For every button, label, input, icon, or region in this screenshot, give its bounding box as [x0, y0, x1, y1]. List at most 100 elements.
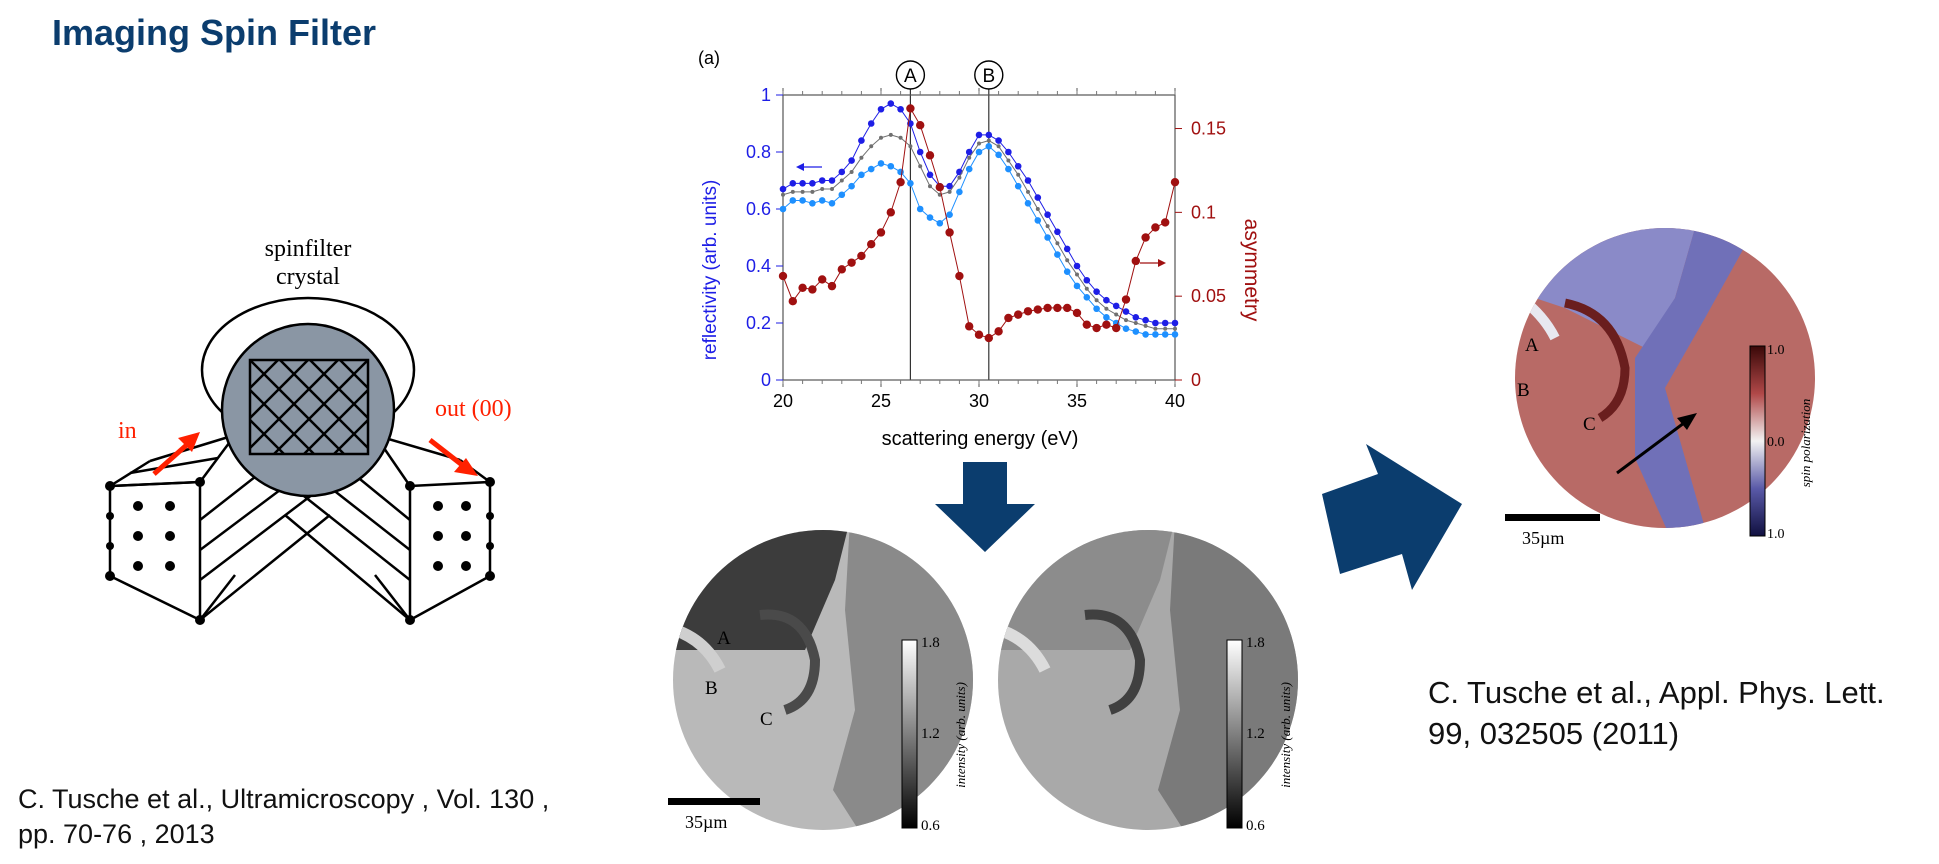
indicator-head: [796, 163, 804, 171]
series-point-3: [1053, 303, 1062, 313]
panel-label: (a): [698, 48, 720, 68]
series-point-2: [1063, 268, 1071, 275]
series-point-2: [1054, 251, 1061, 258]
series-point-1: [800, 189, 805, 194]
series-point-3: [1141, 233, 1150, 242]
series-point-1: [1075, 272, 1079, 277]
series-point-0: [779, 185, 787, 193]
series-point-2: [1083, 294, 1091, 301]
label-c: C: [760, 709, 773, 730]
right-axis-indicator-icon: [1140, 259, 1166, 267]
series-point-2: [858, 171, 865, 179]
series-point-3: [945, 228, 954, 237]
y-tick-label: 1: [761, 85, 771, 105]
x-tick-label: 25: [871, 391, 891, 411]
series-point-2: [985, 143, 993, 150]
series-point-3: [1043, 303, 1052, 313]
reflectivity-asymmetry-chart: (a) A B 20 25 30 35 40 0 0.2 0.4 0.6 0.8 1 0 0.05 0.1 0…: [698, 48, 1263, 450]
series-point-2: [1073, 282, 1081, 290]
series-point-0: [1024, 177, 1032, 184]
series-point-3: [1082, 320, 1091, 329]
series-point-1: [888, 132, 893, 137]
series-line-1: [782, 134, 1175, 330]
series-point-0: [1103, 296, 1110, 304]
series-point-3: [847, 258, 856, 267]
series-point-0: [1005, 148, 1012, 156]
series-point-3: [827, 281, 837, 291]
series-point-2: [1161, 331, 1169, 338]
series-point-2: [936, 219, 944, 227]
crystal-label-1: spinfilter: [265, 236, 352, 262]
right-arrow-icon: [1322, 444, 1462, 590]
reference-left-line-2: pp. 70-76 , 2013: [18, 819, 215, 849]
series-point-3: [1161, 218, 1170, 227]
series-point-3: [867, 240, 876, 249]
series-point-1: [928, 184, 932, 189]
y2-tick-label: 0.1: [1191, 202, 1216, 222]
indicator-head: [1158, 259, 1166, 267]
series-point-1: [898, 135, 903, 140]
series-point-1: [1065, 258, 1070, 263]
series-point-0: [1122, 308, 1130, 315]
polarization-arrow-icon: [1616, 413, 1697, 475]
series-point-2: [926, 214, 934, 221]
series-point-1: [869, 144, 874, 149]
series-point-1: [1104, 306, 1109, 311]
series-point-3: [798, 283, 807, 292]
series-point-1: [977, 141, 981, 146]
series-point-1: [1035, 207, 1040, 211]
marker-label-a: A: [904, 66, 917, 87]
down-arrow-icon: [935, 462, 1035, 552]
spin-colorbar-bottom: 1.0: [1767, 527, 1785, 542]
series-point-0: [1044, 211, 1051, 218]
spin-label-c: C: [1583, 414, 1596, 435]
series-point-0: [867, 120, 875, 127]
series-point-1: [810, 189, 815, 194]
series-point-1: [1114, 312, 1119, 317]
series-point-2: [848, 182, 855, 190]
x-tick-label: 20: [773, 391, 793, 411]
series-point-1: [1094, 298, 1099, 303]
spinfilter-schematic: spinfilter crystal: [105, 236, 512, 625]
series-point-1: [1153, 326, 1158, 331]
marker-circle-b: [974, 60, 1004, 90]
series-point-2: [1152, 331, 1159, 338]
spin-scale-bar-label: 35µm: [1522, 528, 1564, 548]
series-point-1: [996, 144, 1001, 149]
marker-label-b: B: [982, 66, 995, 87]
slide-title: Imaging Spin Filter: [52, 12, 377, 53]
series-point-2: [956, 188, 963, 196]
series-point-3: [965, 322, 974, 331]
series-point-1: [1143, 323, 1148, 328]
series-point-0: [975, 131, 983, 139]
series-point-1: [849, 169, 854, 174]
y-tick-label: 0.2: [746, 313, 771, 333]
series-point-3: [788, 297, 797, 306]
colorbar-label: intensity (arb. units): [953, 682, 968, 788]
series-point-0: [1142, 316, 1149, 324]
right-detector-grid: [284, 398, 492, 623]
series-point-0: [985, 131, 993, 139]
series-point-0: [838, 168, 846, 176]
series-point-1: [839, 178, 844, 183]
spin-colorbar-mid: 0.0: [1767, 435, 1785, 450]
series-point-2: [789, 197, 797, 204]
series-point-0: [1063, 245, 1071, 253]
scale-bar-label: 35µm: [685, 812, 727, 832]
series-point-1: [1084, 286, 1089, 291]
series-point-1: [1163, 326, 1168, 331]
series-point-1: [957, 175, 962, 180]
series-point-2: [1103, 314, 1110, 321]
series-point-2: [1093, 305, 1100, 313]
series-point-3: [935, 183, 944, 192]
series-point-2: [946, 211, 953, 218]
series-point-0: [809, 180, 816, 187]
series-point-2: [887, 162, 895, 170]
series-point-3: [886, 208, 895, 217]
series-point-2: [995, 151, 1002, 159]
y-tick-label: 0.6: [746, 199, 771, 219]
series-point-0: [1112, 302, 1120, 310]
series-point-1: [908, 144, 913, 149]
series-point-0: [1161, 319, 1169, 327]
series-point-0: [995, 137, 1002, 144]
